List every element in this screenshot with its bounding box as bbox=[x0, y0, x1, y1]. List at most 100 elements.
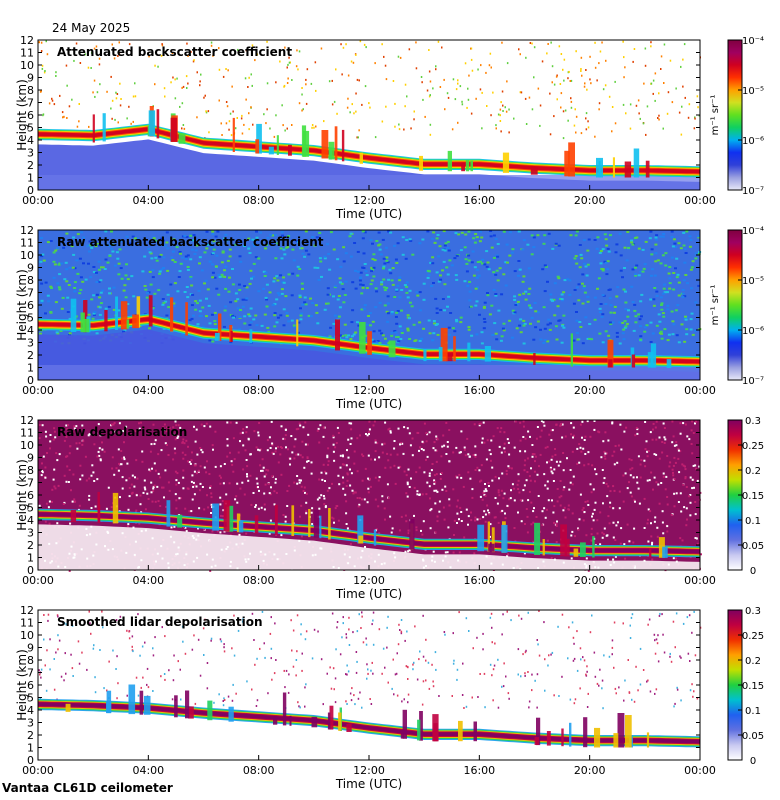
noise-dot bbox=[332, 436, 335, 439]
noise-dot bbox=[650, 471, 653, 474]
noise-dot bbox=[457, 121, 459, 124]
noise-dot bbox=[348, 235, 352, 238]
noise-dot bbox=[233, 614, 235, 617]
noise-dot bbox=[458, 611, 460, 614]
noise-dot bbox=[587, 451, 590, 454]
noise-dot bbox=[476, 636, 478, 639]
y-tick-label: 4 bbox=[27, 704, 34, 717]
noise-dot bbox=[423, 471, 426, 474]
y-tick-label: 12 bbox=[20, 224, 34, 237]
noise-dot bbox=[432, 320, 436, 322]
noise-dot bbox=[575, 115, 578, 118]
noise-dot bbox=[370, 669, 372, 672]
noise-dot bbox=[684, 96, 686, 99]
noise-dot bbox=[51, 99, 54, 102]
noise-dot bbox=[234, 127, 237, 130]
noise-dot bbox=[429, 94, 431, 97]
noise-dot bbox=[415, 471, 418, 474]
noise-dot bbox=[674, 267, 677, 270]
noise-dot bbox=[116, 655, 118, 658]
noise-dot bbox=[433, 241, 437, 244]
noise-dot bbox=[218, 276, 222, 278]
noise-dot bbox=[97, 450, 100, 453]
noise-dot bbox=[98, 57, 101, 60]
noise-dot bbox=[661, 510, 664, 513]
noise-dot bbox=[415, 291, 419, 294]
noise-dot bbox=[304, 230, 308, 233]
noise-dot bbox=[413, 340, 417, 342]
noise-dot bbox=[601, 248, 605, 251]
noise-dot bbox=[527, 430, 530, 433]
noise-dot bbox=[615, 243, 619, 246]
noise-dot bbox=[415, 67, 418, 70]
noise-dot bbox=[256, 482, 259, 485]
noise-dot bbox=[389, 231, 393, 234]
noise-dot bbox=[684, 274, 688, 276]
noise-dot bbox=[95, 281, 99, 283]
noise-dot bbox=[336, 626, 338, 629]
noise-dot bbox=[182, 487, 185, 490]
noise-dot bbox=[552, 480, 555, 482]
noise-dot bbox=[557, 464, 560, 467]
noise-dot bbox=[633, 303, 637, 306]
noise-dot bbox=[603, 527, 606, 530]
noise-dot bbox=[497, 521, 500, 524]
noise-dot bbox=[222, 325, 226, 328]
noise-dot bbox=[433, 322, 436, 325]
noise-dot bbox=[60, 675, 63, 678]
noise-dot bbox=[49, 285, 53, 288]
noise-dot bbox=[447, 326, 451, 329]
noise-dot bbox=[401, 700, 403, 703]
noise-dot bbox=[400, 630, 403, 633]
noise-dot bbox=[622, 40, 624, 43]
noise-dot bbox=[204, 53, 207, 55]
noise-dot bbox=[672, 323, 676, 326]
noise-dot bbox=[532, 338, 536, 341]
plume bbox=[400, 730, 404, 739]
noise-dot bbox=[595, 247, 599, 250]
plume bbox=[328, 508, 331, 540]
noise-dot bbox=[350, 321, 354, 324]
noise-dot bbox=[226, 438, 229, 441]
noise-dot bbox=[661, 451, 664, 454]
noise-dot bbox=[428, 70, 431, 73]
noise-dot bbox=[479, 480, 481, 483]
noise-dot bbox=[700, 553, 702, 556]
noise-dot bbox=[103, 450, 106, 453]
noise-dot bbox=[338, 483, 341, 486]
noise-dot bbox=[405, 239, 409, 241]
plume bbox=[102, 113, 106, 142]
noise-dot bbox=[93, 480, 96, 482]
noise-dot bbox=[224, 287, 228, 290]
noise-dot bbox=[43, 638, 45, 641]
noise-dot bbox=[282, 281, 286, 284]
noise-dot bbox=[297, 453, 300, 456]
noise-dot bbox=[118, 52, 121, 54]
noise-dot bbox=[460, 511, 463, 513]
noise-dot bbox=[219, 503, 222, 506]
noise-dot bbox=[301, 87, 303, 89]
noise-dot bbox=[513, 311, 517, 314]
noise-dot bbox=[510, 467, 513, 470]
noise-dot bbox=[136, 477, 139, 480]
noise-dot bbox=[524, 674, 526, 677]
noise-dot bbox=[287, 77, 289, 80]
x-axis-label: Time (UTC) bbox=[335, 397, 402, 411]
noise-dot bbox=[282, 514, 285, 516]
noise-dot bbox=[548, 328, 552, 331]
noise-dot bbox=[99, 279, 103, 282]
noise-dot bbox=[463, 446, 466, 449]
noise-dot bbox=[58, 262, 62, 265]
noise-dot bbox=[262, 270, 266, 273]
noise-dot bbox=[178, 270, 182, 273]
noise-dot bbox=[241, 620, 244, 623]
noise-dot bbox=[125, 235, 129, 238]
noise-dot bbox=[72, 431, 75, 433]
aerosol-band bbox=[38, 124, 700, 177]
noise-dot bbox=[356, 250, 360, 253]
noise-dot bbox=[175, 424, 178, 427]
noise-dot bbox=[272, 280, 276, 283]
noise-dot bbox=[517, 479, 520, 482]
noise-dot bbox=[559, 480, 562, 482]
noise-dot bbox=[383, 262, 387, 265]
